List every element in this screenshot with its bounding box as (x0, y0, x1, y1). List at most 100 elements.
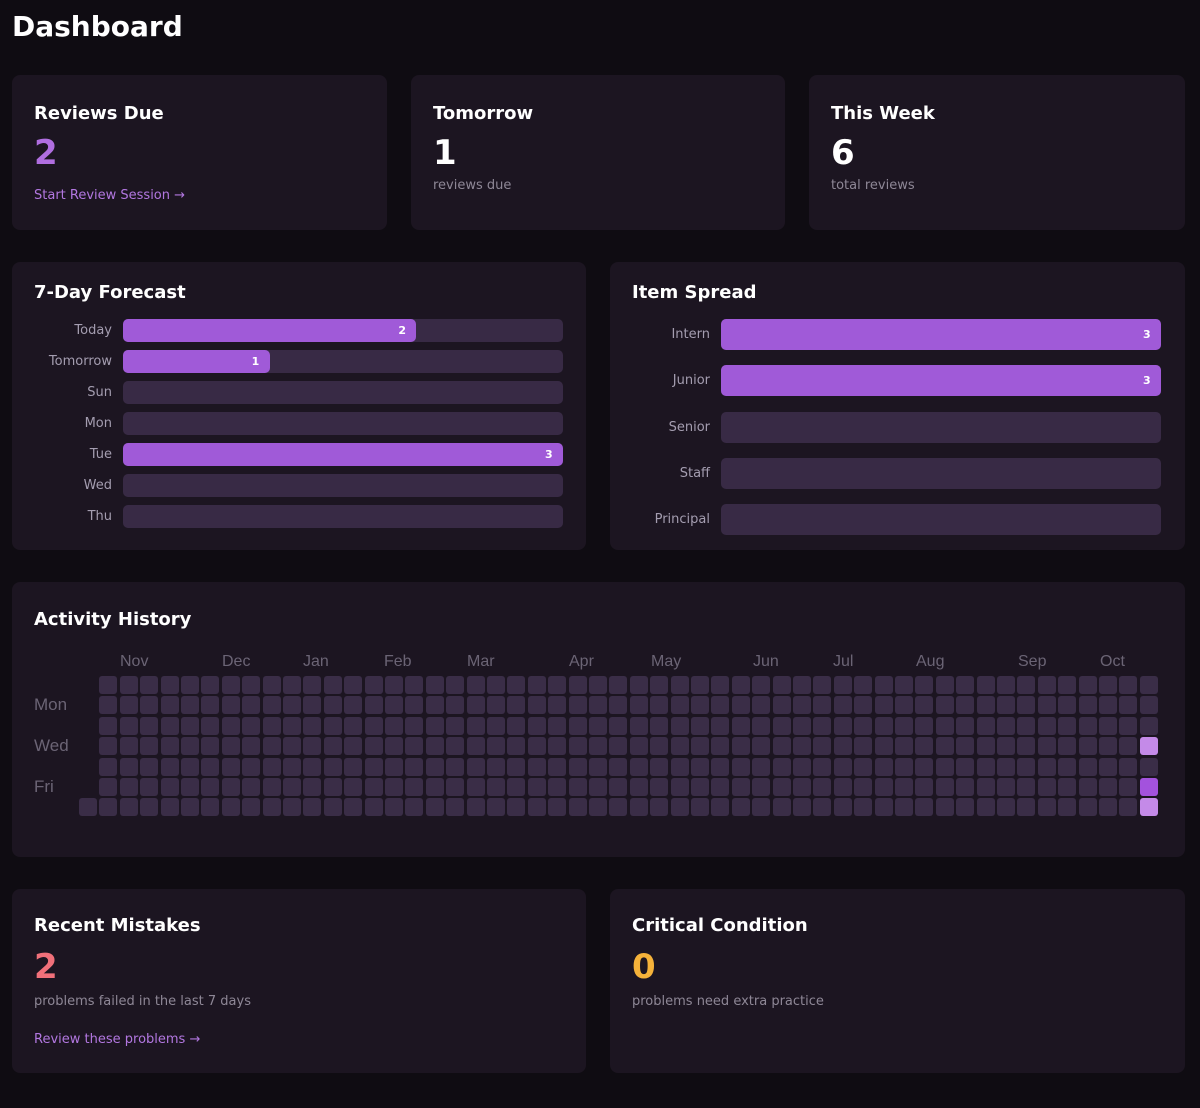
heatmap-cell[interactable] (221, 737, 240, 756)
heatmap-cell[interactable] (283, 696, 301, 715)
heatmap-cell[interactable] (650, 696, 669, 715)
heatmap-cell[interactable] (181, 716, 199, 735)
heatmap-cell[interactable] (609, 737, 628, 756)
heatmap-cell[interactable] (487, 696, 505, 715)
heatmap-cell[interactable] (629, 676, 648, 694)
heatmap-cell[interactable] (833, 778, 852, 796)
heatmap-cell[interactable] (140, 737, 159, 756)
heatmap-cell[interactable] (935, 798, 954, 817)
heatmap-cell[interactable] (140, 676, 159, 694)
heatmap-cell[interactable] (956, 778, 975, 796)
heatmap-cell[interactable] (956, 716, 975, 735)
heatmap-cell[interactable] (344, 737, 363, 756)
heatmap-cell[interactable] (691, 716, 709, 735)
heatmap-cell[interactable] (446, 716, 465, 735)
heatmap-cell[interactable] (466, 798, 485, 817)
heatmap-cell[interactable] (181, 798, 199, 817)
heatmap-cell[interactable] (568, 798, 587, 817)
heatmap-cell[interactable] (874, 716, 893, 735)
heatmap-cell[interactable] (242, 778, 261, 796)
heatmap-cell[interactable] (874, 798, 893, 817)
heatmap-cell[interactable] (772, 778, 791, 796)
heatmap-cell[interactable] (711, 737, 730, 756)
heatmap-cell[interactable] (711, 696, 730, 715)
heatmap-cell[interactable] (99, 737, 118, 756)
heatmap-cell[interactable] (895, 757, 913, 776)
heatmap-cell[interactable] (221, 778, 240, 796)
heatmap-cell[interactable] (1078, 798, 1097, 817)
heatmap-cell[interactable] (344, 778, 363, 796)
heatmap-cell[interactable] (793, 696, 811, 715)
heatmap-cell[interactable] (221, 716, 240, 735)
heatmap-cell[interactable] (589, 778, 607, 796)
heatmap-cell[interactable] (303, 696, 322, 715)
heatmap-cell[interactable] (405, 716, 424, 735)
heatmap-cell[interactable] (242, 737, 261, 756)
heatmap-cell[interactable] (323, 696, 342, 715)
heatmap-cell[interactable] (711, 676, 730, 694)
heatmap-cell[interactable] (1139, 757, 1158, 776)
heatmap-cell[interactable] (181, 757, 199, 776)
heatmap-cell[interactable] (140, 757, 159, 776)
heatmap-cell[interactable] (507, 696, 526, 715)
heatmap-cell[interactable] (425, 676, 444, 694)
heatmap-cell[interactable] (527, 696, 546, 715)
heatmap-cell[interactable] (813, 716, 832, 735)
heatmap-cell[interactable] (650, 757, 669, 776)
heatmap-cell[interactable] (1017, 737, 1036, 756)
heatmap-cell[interactable] (589, 737, 607, 756)
heatmap-cell[interactable] (1058, 778, 1077, 796)
heatmap-cell[interactable] (956, 757, 975, 776)
heatmap-cell[interactable] (874, 696, 893, 715)
heatmap-cell[interactable] (976, 778, 995, 796)
heatmap-cell[interactable] (997, 757, 1015, 776)
heatmap-cell[interactable] (895, 676, 913, 694)
heatmap-cell[interactable] (772, 737, 791, 756)
heatmap-cell[interactable] (1099, 737, 1117, 756)
heatmap-cell[interactable] (507, 798, 526, 817)
heatmap-cell[interactable] (548, 716, 567, 735)
heatmap-cell[interactable] (1058, 798, 1077, 817)
heatmap-cell[interactable] (201, 778, 220, 796)
heatmap-cell[interactable] (1078, 737, 1097, 756)
heatmap-cell[interactable] (405, 798, 424, 817)
heatmap-cell[interactable] (731, 716, 750, 735)
heatmap-cell[interactable] (262, 757, 281, 776)
heatmap-cell[interactable] (99, 798, 118, 817)
heatmap-cell[interactable] (691, 757, 709, 776)
heatmap-cell[interactable] (691, 696, 709, 715)
heatmap-cell[interactable] (854, 676, 873, 694)
heatmap-cell[interactable] (323, 676, 342, 694)
heatmap-cell[interactable] (221, 696, 240, 715)
heatmap-cell[interactable] (976, 716, 995, 735)
heatmap-cell[interactable] (691, 778, 709, 796)
heatmap-cell[interactable] (1037, 778, 1056, 796)
heatmap-cell[interactable] (119, 716, 138, 735)
heatmap-cell[interactable] (364, 716, 383, 735)
heatmap-cell[interactable] (1119, 778, 1138, 796)
heatmap-cell[interactable] (1078, 757, 1097, 776)
heatmap-cell[interactable] (99, 696, 118, 715)
heatmap-cell[interactable] (1099, 757, 1117, 776)
heatmap-cell[interactable] (283, 676, 301, 694)
heatmap-cell[interactable] (160, 676, 179, 694)
heatmap-cell[interactable] (813, 696, 832, 715)
heatmap-cell[interactable] (466, 696, 485, 715)
heatmap-cell[interactable] (752, 676, 771, 694)
heatmap-cell[interactable] (813, 798, 832, 817)
heatmap-cell[interactable] (119, 757, 138, 776)
heatmap-cell[interactable] (527, 676, 546, 694)
heatmap-cell[interactable] (548, 757, 567, 776)
heatmap-cell[interactable] (181, 778, 199, 796)
heatmap-cell[interactable] (935, 757, 954, 776)
heatmap-cell[interactable] (385, 757, 403, 776)
heatmap-cell[interactable] (1139, 696, 1158, 715)
heatmap-cell[interactable] (283, 798, 301, 817)
heatmap-cell[interactable] (956, 798, 975, 817)
heatmap-cell[interactable] (364, 798, 383, 817)
heatmap-cell[interactable] (629, 778, 648, 796)
heatmap-cell[interactable] (956, 737, 975, 756)
heatmap-cell[interactable] (833, 798, 852, 817)
heatmap-cell[interactable] (772, 798, 791, 817)
heatmap-cell[interactable] (650, 798, 669, 817)
